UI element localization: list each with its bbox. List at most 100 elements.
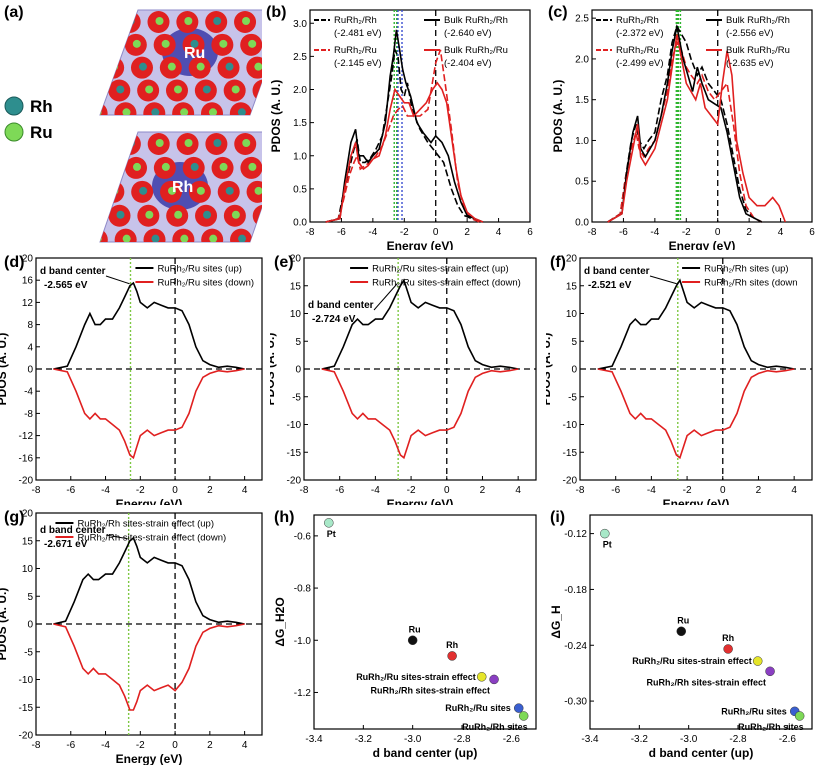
y-tick-label: 2.0 <box>575 54 589 65</box>
y-tick-label: -0.18 <box>564 585 587 596</box>
x-tick-label: -3.4 <box>305 734 323 745</box>
y-axis-label: PDOS (A. U.) <box>270 333 277 406</box>
annotation-label: d band center <box>40 266 106 277</box>
y-tick-label: -10 <box>287 420 302 431</box>
point-label: Ru <box>409 624 421 634</box>
x-tick-label: -2 <box>407 485 416 496</box>
annotation-label: d band center <box>40 525 106 536</box>
x-tick-label: -3.4 <box>581 734 599 745</box>
top-slab <box>99 9 262 116</box>
sub-atom <box>122 108 131 115</box>
sub-atom <box>231 210 240 219</box>
chart-i: -3.4 -3.2 -3.0 -2.8 -2.6 -0.30 -0.24 -0.18 -0.12… <box>549 514 813 760</box>
y-tick-label: -20 <box>287 476 302 487</box>
point-label: RuRh₂/Ru sites-strain effect <box>356 672 476 682</box>
sub-atom <box>213 17 222 25</box>
y-tick-label: -0.8 <box>294 584 312 595</box>
sub-atom <box>248 39 257 48</box>
y-tick-label: 2.5 <box>293 52 307 63</box>
data-point <box>476 672 487 682</box>
x-tick-label: -4 <box>101 740 110 751</box>
panel-label-d: (d) <box>4 254 25 271</box>
chart-d: -8 -6 -4 -2 0 2 4-20-16-12-8-4048121620Energy … <box>0 254 263 505</box>
y-tick-label: -0.30 <box>564 697 587 708</box>
x-tick-label: -2 <box>136 485 145 496</box>
y-axis-label: PDOS (A. U.) <box>551 80 565 153</box>
y-tick-label: 20 <box>22 509 34 520</box>
data-point <box>489 674 499 685</box>
sub-atom <box>219 39 228 48</box>
sub-atom <box>242 17 251 25</box>
sub-atom <box>116 85 125 94</box>
sub-atom <box>145 85 154 94</box>
y-tick-label: -15 <box>287 448 302 459</box>
surface-atom <box>118 11 141 33</box>
sub-atom <box>155 139 164 147</box>
surface-atom <box>102 180 125 203</box>
point-label: RuRh₂/Rh sites <box>738 722 804 732</box>
y-tick-label: 5 <box>571 337 577 348</box>
y-tick-label: 0 <box>295 365 301 376</box>
x-axis-label: d band center (up) <box>373 746 478 760</box>
point-label: Rh <box>722 633 734 643</box>
point-label: RuRh₂/Ru sites <box>721 706 787 716</box>
sub-atom <box>122 234 131 242</box>
plot-frame <box>591 9 813 223</box>
y-axis-label: PDOS (A. U.) <box>269 80 283 153</box>
legend-value: (-2.145 eV) <box>334 58 382 69</box>
legend-value: (-2.556 eV) <box>726 28 774 39</box>
x-tick-label: -2.8 <box>453 734 471 745</box>
sub-atom <box>174 210 183 219</box>
y-tick-label: 1.5 <box>575 95 589 106</box>
x-tick-label: -8 <box>32 485 41 496</box>
bottom-slab <box>99 131 262 243</box>
y-tick-label: 10 <box>566 309 578 320</box>
y-tick-label: 5 <box>295 337 301 348</box>
x-tick-label: -6 <box>619 227 628 238</box>
y-tick-label: -16 <box>19 453 34 464</box>
y-tick-label: -0.6 <box>294 531 312 542</box>
x-tick-label: -3.0 <box>404 734 422 745</box>
y-tick-label: -1.2 <box>294 688 312 699</box>
annotation-value: -2.671 eV <box>44 539 88 550</box>
data-point <box>518 711 529 721</box>
sub-atom <box>209 234 218 242</box>
sub-atom <box>139 186 148 195</box>
x-tick-label: -8 <box>306 227 315 238</box>
sub-atom <box>184 17 193 25</box>
x-tick-label: 2 <box>464 227 470 238</box>
legend-label: RuRh₂/Rh sites-strain effect (up) <box>77 519 214 530</box>
sub-atom <box>231 85 240 94</box>
y-tick-label: 20 <box>566 254 578 265</box>
legend-label: RuRh₂/Ru sites-strain effect (down) <box>372 278 521 289</box>
annotation-value: -2.565 eV <box>44 280 88 291</box>
rh-legend-atom <box>4 96 24 116</box>
y-tick-label: 15 <box>290 281 302 292</box>
sub-atom <box>180 234 189 242</box>
y-tick-label: -5 <box>568 392 577 403</box>
y-tick-label: -4 <box>24 387 33 398</box>
sub-atom <box>133 162 142 171</box>
x-tick-label: 4 <box>242 485 248 496</box>
x-tick-label: 6 <box>527 227 533 238</box>
y-tick-label: -10 <box>563 420 578 431</box>
x-tick-label: -8 <box>576 485 585 496</box>
x-tick-label: -4 <box>371 485 380 496</box>
y-tick-label: 0.5 <box>293 184 307 195</box>
sub-atom <box>248 162 257 171</box>
panel-label-g: (g) <box>4 509 25 526</box>
y-axis-label: PDOS (A. U.) <box>546 333 553 406</box>
annotation-arrow <box>105 275 130 285</box>
plot-frame <box>313 514 537 730</box>
y-tick-label: -8 <box>24 409 33 420</box>
sub-atom <box>168 186 177 195</box>
panel-label-b: (b) <box>266 4 287 21</box>
x-axis-label: Energy (eV) <box>387 239 454 250</box>
data-point <box>600 528 610 539</box>
series-line <box>53 536 245 625</box>
y-tick-label: -20 <box>563 476 578 487</box>
legend-label: RuRh₂/Ru sites (up) <box>157 264 241 275</box>
x-axis-label: Energy (eV) <box>663 497 730 505</box>
series-line <box>321 278 519 370</box>
